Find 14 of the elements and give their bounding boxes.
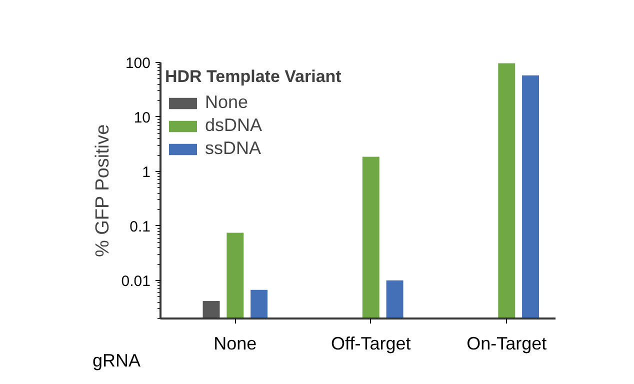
y-tick-label: 1 — [142, 164, 150, 181]
y-tick-label: 0.01 — [121, 272, 151, 290]
legend-label: None — [205, 92, 248, 113]
y-axis-title: % GFP Positive — [92, 124, 114, 258]
legend-label: dsDNA — [205, 115, 262, 136]
x-axis-title: gRNA — [92, 350, 141, 370]
x-tick-label: None — [214, 334, 257, 354]
y-tick-label: 100 — [125, 55, 151, 72]
legend-title: HDR Template Variant — [165, 67, 342, 87]
x-tick-label: On-Target — [466, 334, 547, 354]
legend-label: ssDNA — [205, 138, 262, 159]
y-tick-label: 0.1 — [130, 218, 151, 236]
y-tick-label: 10 — [134, 109, 151, 126]
x-tick-label: Off-Target — [331, 334, 411, 354]
